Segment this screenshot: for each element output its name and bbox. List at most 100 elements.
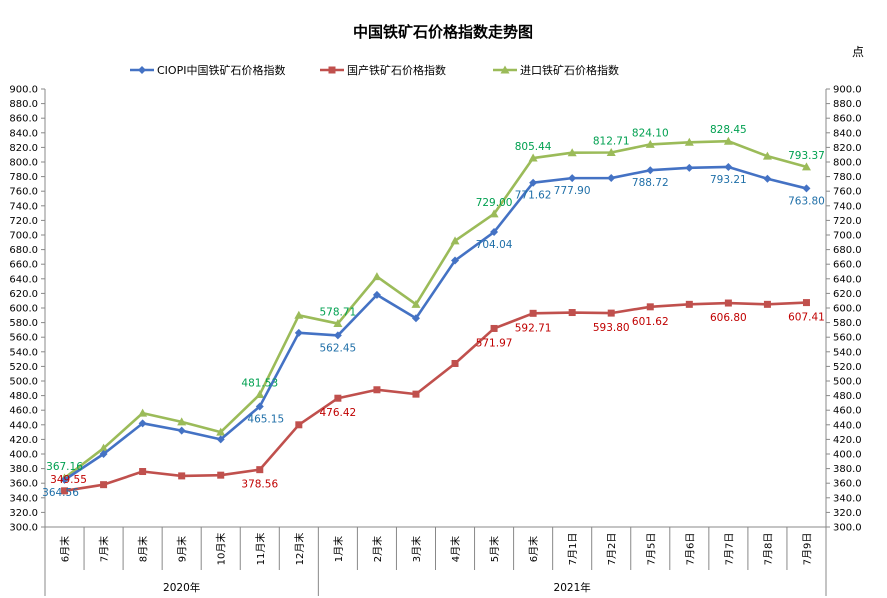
- y-tick-label-right: 700.0: [833, 231, 862, 242]
- y-tick-label-left: 460.0: [9, 406, 38, 417]
- x-tick-label: 12月末: [293, 533, 306, 566]
- y-tick-label-right: 720.0: [833, 216, 862, 227]
- square-marker: [685, 300, 693, 308]
- diamond-marker: [372, 290, 381, 299]
- y-tick-label-left: 640.0: [9, 274, 38, 285]
- data-label: 601.62: [632, 316, 669, 328]
- y-tick-label-right: 780.0: [833, 172, 862, 183]
- data-label: 788.72: [632, 177, 669, 189]
- x-tick-label: 7月7日: [723, 533, 735, 566]
- y-tick-label-left: 360.0: [9, 479, 38, 490]
- x-tick-label: 9月末: [176, 536, 189, 562]
- diamond-marker: [333, 331, 342, 340]
- y-tick-label-left: 840.0: [9, 128, 38, 139]
- data-label: 606.80: [710, 312, 747, 324]
- diamond-marker: [216, 435, 225, 444]
- diamond-marker: [685, 163, 694, 172]
- triangle-marker: [684, 137, 694, 146]
- y-tick-label-left: 800.0: [9, 158, 38, 169]
- series-line: [63, 139, 807, 480]
- x-tick-label: 11月末: [254, 533, 267, 566]
- unit-label: 点: [852, 45, 864, 59]
- square-marker: [61, 487, 69, 495]
- diamond-marker: [802, 184, 811, 193]
- square-marker: [256, 466, 264, 474]
- y-tick-label-right: 380.0: [833, 464, 862, 475]
- y-tick-label-right: 660.0: [833, 260, 862, 271]
- y-tick-label-right: 300.0: [833, 523, 862, 534]
- triangle-marker: [489, 209, 499, 218]
- triangle-marker: [528, 153, 538, 162]
- square-marker: [373, 386, 381, 394]
- data-label: 771.62: [515, 190, 552, 202]
- triangle-marker: [99, 443, 109, 452]
- x-tick-label: 7月2日: [606, 533, 618, 566]
- legend-item-1: 国产铁矿石价格指数: [320, 63, 446, 77]
- data-label: 593.80: [593, 322, 630, 334]
- data-label: 763.80: [788, 195, 825, 207]
- legend-label: CIOPI中国铁矿石价格指数: [157, 63, 285, 77]
- series-0: [60, 162, 811, 484]
- data-label: 367.16: [46, 461, 83, 473]
- y-tick-label-right: 360.0: [833, 479, 862, 490]
- triangle-marker: [500, 65, 510, 74]
- data-label: 364.56: [42, 487, 79, 499]
- x-tick-label: 10月末: [215, 533, 228, 566]
- y-tick-label-left: 720.0: [9, 216, 38, 227]
- y-tick-label-right: 740.0: [833, 201, 862, 212]
- y-tick-label-right: 600.0: [833, 304, 862, 315]
- square-marker: [646, 303, 654, 311]
- year-label: 2020年: [163, 581, 200, 594]
- square-marker: [178, 472, 186, 480]
- y-tick-label-left: 520.0: [9, 362, 38, 373]
- y-tick-label-right: 400.0: [833, 450, 862, 461]
- y-tick-label-left: 880.0: [9, 99, 38, 110]
- square-marker: [328, 66, 336, 74]
- data-label: 704.04: [476, 239, 513, 251]
- y-tick-label-right: 760.0: [833, 187, 862, 198]
- y-tick-label-right: 840.0: [833, 128, 862, 139]
- triangle-marker: [606, 148, 616, 157]
- data-label: 777.90: [554, 185, 591, 197]
- diamond-marker: [607, 174, 616, 183]
- diamond-marker: [411, 314, 420, 323]
- x-tick-label: 7月5日: [645, 533, 657, 566]
- diamond-marker: [99, 450, 108, 458]
- data-label: 828.45: [710, 124, 747, 136]
- y-tick-label-left: 700.0: [9, 231, 38, 242]
- y-tick-label-right: 820.0: [833, 143, 862, 154]
- data-label: 571.97: [476, 337, 513, 349]
- triangle-marker: [216, 427, 226, 436]
- square-marker: [490, 324, 498, 332]
- triangle-marker: [255, 389, 265, 398]
- legend-item-0: CIOPI中国铁矿石价格指数: [130, 63, 285, 77]
- data-label: 465.15: [247, 413, 284, 425]
- triangle-marker: [411, 299, 421, 308]
- square-marker: [568, 309, 576, 317]
- y-tick-label-left: 480.0: [9, 391, 38, 402]
- y-tick-label-right: 860.0: [833, 114, 862, 125]
- x-tick-label: 3月末: [410, 536, 423, 562]
- legend-label: 国产铁矿石价格指数: [347, 63, 446, 77]
- y-tick-label-left: 600.0: [9, 304, 38, 315]
- x-tick-label: 2月末: [371, 536, 384, 562]
- y-tick-label-right: 440.0: [833, 420, 862, 431]
- series-1: [61, 299, 810, 495]
- data-label: 824.10: [632, 127, 669, 139]
- y-tick-label-left: 560.0: [9, 333, 38, 344]
- y-tick-label-left: 620.0: [9, 289, 38, 300]
- square-marker: [295, 421, 303, 429]
- y-tick-label-right: 460.0: [833, 406, 862, 417]
- diamond-marker: [763, 174, 772, 183]
- y-tick-label-left: 440.0: [9, 420, 38, 431]
- series-line: [63, 165, 807, 481]
- diamond-marker: [255, 402, 264, 411]
- data-label: 476.42: [320, 407, 357, 419]
- y-tick-label-left: 860.0: [9, 114, 38, 125]
- y-tick-label-right: 800.0: [833, 158, 862, 169]
- y-tick-label-left: 760.0: [9, 187, 38, 198]
- data-label: 793.21: [710, 174, 747, 186]
- diamond-marker: [724, 162, 733, 171]
- triangle-marker: [801, 162, 811, 171]
